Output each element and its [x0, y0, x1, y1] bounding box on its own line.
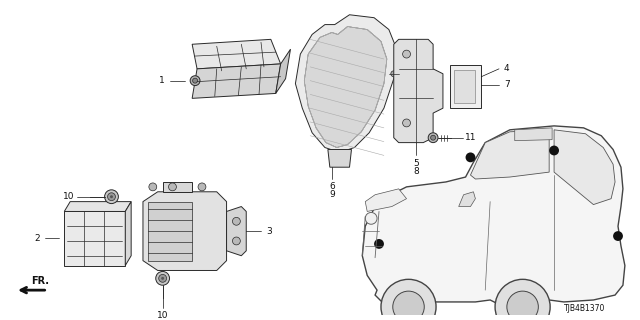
Circle shape: [431, 135, 436, 140]
Polygon shape: [192, 64, 281, 98]
Polygon shape: [304, 27, 387, 148]
Text: 5: 5: [413, 159, 419, 168]
Polygon shape: [192, 39, 281, 69]
Bar: [454, 70, 476, 103]
Text: TJB4B1370: TJB4B1370: [564, 304, 605, 313]
Text: 11: 11: [465, 133, 476, 142]
Text: 1: 1: [159, 76, 164, 85]
Polygon shape: [394, 39, 443, 143]
Circle shape: [193, 78, 198, 83]
Polygon shape: [296, 15, 397, 152]
Text: 7: 7: [504, 80, 509, 89]
Polygon shape: [459, 192, 476, 206]
Polygon shape: [515, 128, 552, 141]
Circle shape: [381, 279, 436, 320]
Polygon shape: [362, 126, 625, 310]
Polygon shape: [163, 182, 192, 192]
Circle shape: [104, 190, 118, 204]
Circle shape: [391, 71, 397, 77]
Circle shape: [156, 271, 170, 285]
Text: 8: 8: [413, 167, 419, 176]
Text: FR.: FR.: [31, 276, 49, 286]
Polygon shape: [143, 192, 227, 270]
Circle shape: [232, 237, 241, 245]
Circle shape: [428, 133, 438, 143]
Circle shape: [365, 212, 377, 224]
Text: 10: 10: [157, 311, 168, 320]
Circle shape: [495, 279, 550, 320]
Polygon shape: [276, 49, 291, 93]
Polygon shape: [554, 130, 615, 204]
Circle shape: [159, 275, 166, 282]
Polygon shape: [64, 212, 125, 266]
Circle shape: [613, 231, 623, 241]
Circle shape: [149, 183, 157, 191]
Circle shape: [507, 291, 538, 320]
Circle shape: [168, 183, 177, 191]
Bar: [450, 65, 481, 108]
Polygon shape: [227, 206, 246, 256]
Polygon shape: [148, 202, 192, 260]
Polygon shape: [64, 202, 131, 212]
Circle shape: [465, 152, 476, 162]
Circle shape: [190, 76, 200, 85]
Circle shape: [374, 239, 384, 249]
Circle shape: [393, 291, 424, 320]
Circle shape: [403, 119, 410, 127]
Circle shape: [549, 146, 559, 156]
Circle shape: [403, 50, 410, 58]
Text: 6: 6: [329, 182, 335, 191]
Text: 10: 10: [63, 192, 75, 201]
Text: 3: 3: [266, 227, 272, 236]
Circle shape: [198, 183, 206, 191]
Polygon shape: [125, 202, 131, 266]
Polygon shape: [365, 189, 406, 212]
Polygon shape: [470, 130, 549, 179]
Circle shape: [110, 195, 113, 198]
Text: 2: 2: [34, 234, 40, 243]
Circle shape: [161, 277, 164, 280]
Text: 9: 9: [329, 190, 335, 199]
Circle shape: [108, 193, 115, 201]
Polygon shape: [328, 149, 351, 167]
Text: 4: 4: [504, 64, 509, 73]
Circle shape: [232, 217, 241, 225]
